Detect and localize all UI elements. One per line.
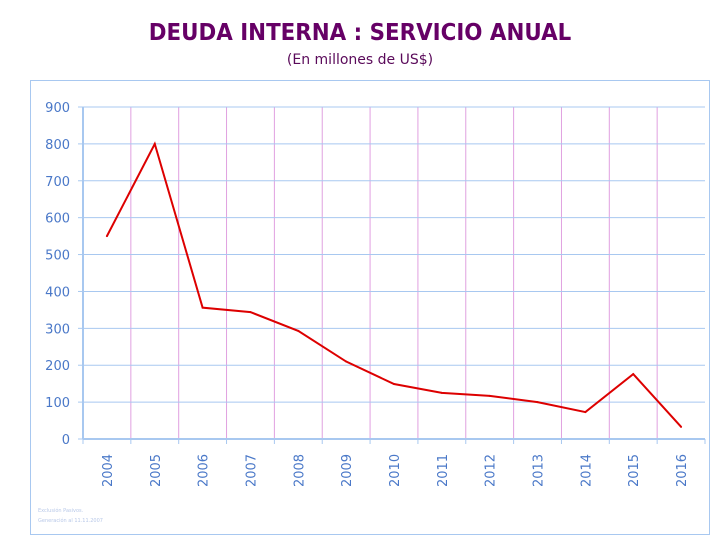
data-point xyxy=(201,306,204,309)
y-tick-label: 500 xyxy=(45,249,70,264)
y-tick-label: 100 xyxy=(45,396,70,411)
data-point xyxy=(345,360,348,363)
chart-frame xyxy=(30,80,710,535)
data-point xyxy=(249,311,252,314)
data-point xyxy=(680,425,683,428)
chart-title: DEUDA INTERNA : SERVICIO ANUAL xyxy=(148,20,572,46)
x-tick-label: 2015 xyxy=(627,454,642,487)
x-tick-label: 2016 xyxy=(675,454,690,487)
x-tick-label: 2010 xyxy=(388,454,403,487)
y-tick-label: 900 xyxy=(45,101,70,116)
data-point xyxy=(297,329,300,332)
data-point xyxy=(488,394,491,397)
y-tick-label: 800 xyxy=(45,138,70,153)
data-point xyxy=(440,391,443,394)
y-tick-label: 0 xyxy=(62,433,70,448)
data-point xyxy=(632,373,635,376)
data-point xyxy=(584,411,587,414)
x-tick-label: 2014 xyxy=(579,454,594,487)
x-tick-label: 2011 xyxy=(436,454,451,487)
data-point xyxy=(393,383,395,386)
x-tick-label: 2006 xyxy=(197,454,212,487)
x-tick-label: 2007 xyxy=(244,454,259,487)
chart-subtitle: (En millones de US$) xyxy=(286,52,434,68)
y-tick-label: 200 xyxy=(45,359,70,374)
footer-note-1: Exclusión Pasivos. xyxy=(38,508,84,514)
data-point xyxy=(153,142,156,145)
y-tick-label: 600 xyxy=(45,212,70,227)
x-tick-label: 2013 xyxy=(532,454,547,487)
x-tick-label: 2005 xyxy=(149,454,164,487)
x-tick-label: 2008 xyxy=(292,454,307,487)
x-tick-label: 2012 xyxy=(484,454,499,487)
y-tick-label: 400 xyxy=(45,285,70,300)
y-tick-label: 300 xyxy=(45,322,70,337)
x-tick-label: 2009 xyxy=(340,454,355,487)
data-point xyxy=(105,235,108,238)
x-tick-label: 2004 xyxy=(101,454,116,487)
data-point xyxy=(536,401,539,404)
footer-note-2: Generación al 11.11.2007 xyxy=(38,518,103,524)
y-tick-label: 700 xyxy=(45,175,70,190)
